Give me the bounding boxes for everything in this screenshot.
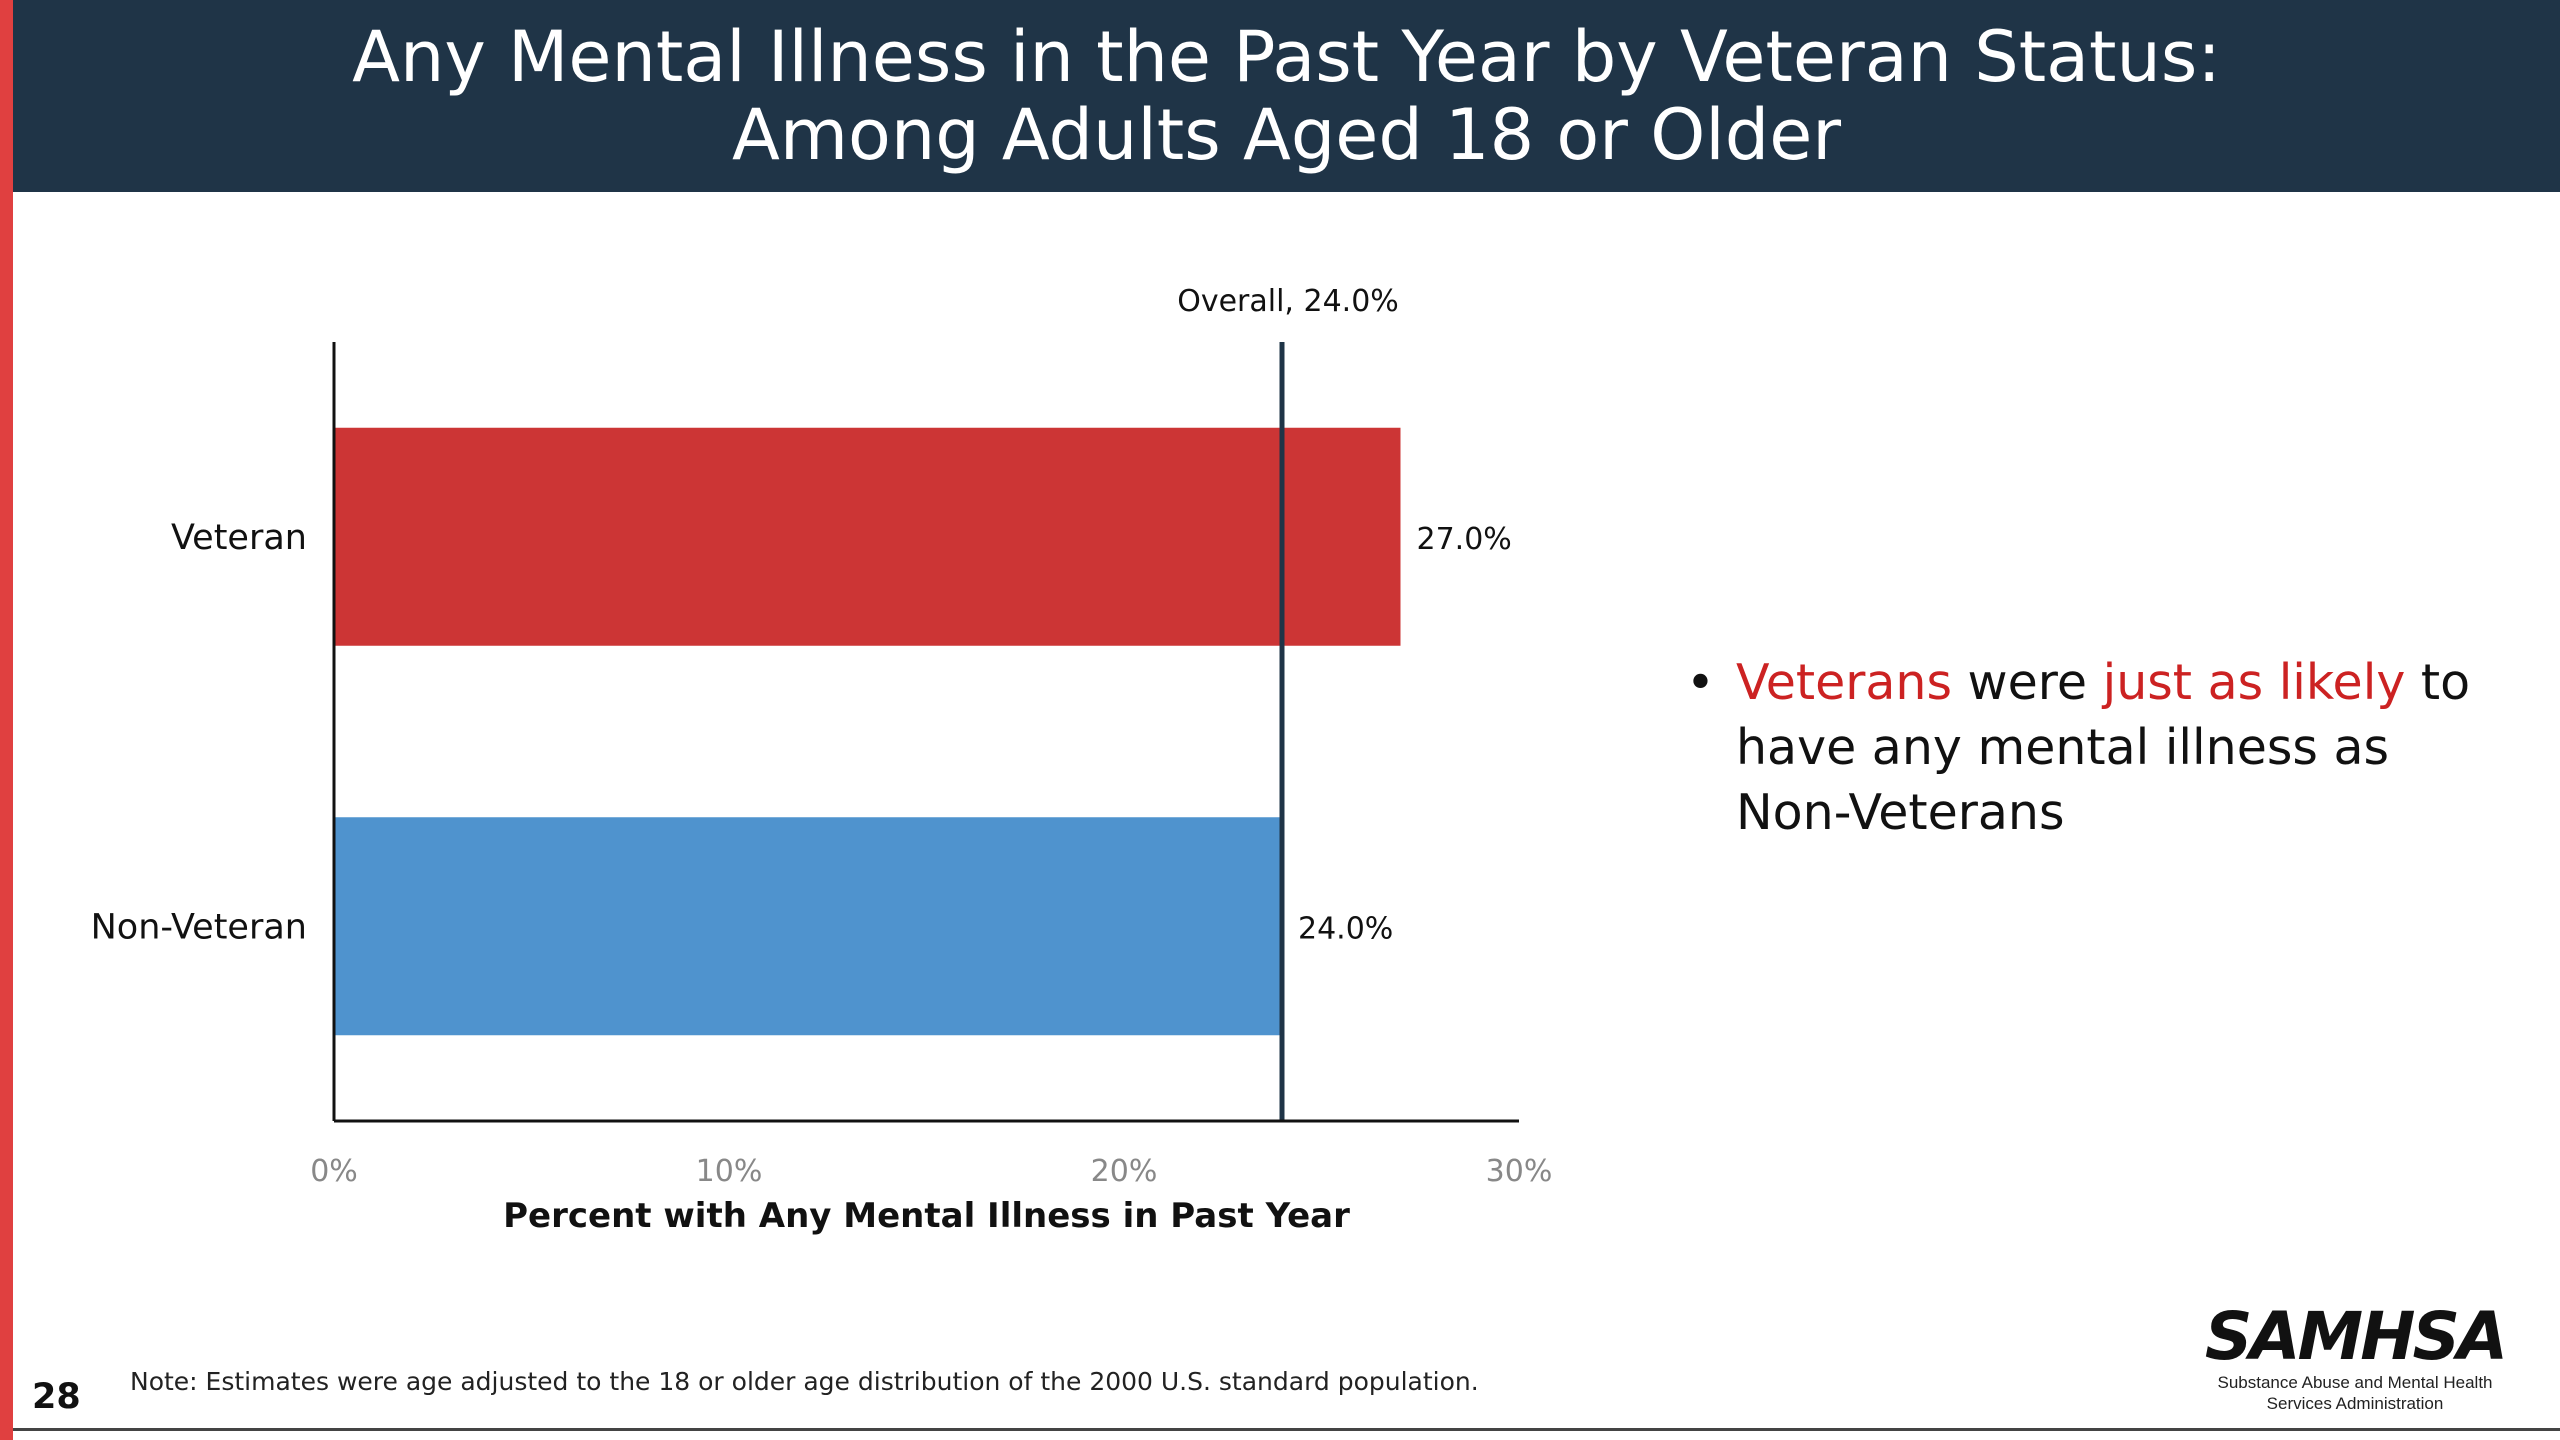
logo-wordmark: SAMHSA [2204, 1298, 2508, 1375]
category-label: Veteran [171, 518, 307, 558]
x-tick-label: 0% [310, 1154, 358, 1189]
left-accent-stripe [0, 0, 13, 1440]
bullet-highlight-likely: just as likely [2102, 654, 2406, 711]
bullet-highlight-veterans: Veterans [1736, 654, 1952, 711]
bullet-text-part: were [1951, 654, 2103, 711]
slide-title-line-1: Any Mental Illness in the Past Year by V… [352, 16, 2221, 98]
bullet-marker: • [1686, 654, 1715, 711]
page-number: 28 [32, 1377, 81, 1417]
x-tick-label: 30% [1486, 1154, 1553, 1189]
samhsa-logo: SAMHSA Substance Abuse and Mental Health… [2195, 1302, 2515, 1414]
bullet-text-part: to have any mental illness as Non-Vetera… [1736, 654, 2471, 841]
x-tick-label: 10% [696, 1154, 763, 1189]
reference-line-label: Overall, 24.0% [1177, 284, 1399, 319]
bar-veteran [334, 427, 1401, 646]
slide-title-line-2: Among Adults Aged 18 or Older [731, 94, 1842, 176]
bar-non-veteran [334, 817, 1282, 1036]
data-label: 27.0% [1417, 522, 1512, 557]
logo-subtitle-line-2: Services Administration [2266, 1394, 2444, 1413]
logo-subtitle-line-1: Substance Abuse and Mental Health [2217, 1373, 2493, 1392]
category-label: Non-Veteran [91, 907, 307, 947]
bottom-divider [13, 1428, 2560, 1431]
title-banner: Any Mental Illness in the Past Year by V… [13, 0, 2560, 192]
x-tick-label: 20% [1091, 1154, 1158, 1189]
data-label: 24.0% [1298, 911, 1393, 946]
x-axis-title: Percent with Any Mental Illness in Past … [503, 1196, 1350, 1236]
key-finding-bullet: • Veterans were just as likely to have a… [1682, 650, 2502, 845]
footnote: Note: Estimates were age adjusted to the… [130, 1367, 1479, 1396]
bullet-text: Veterans were just as likely to have any… [1736, 650, 2502, 845]
